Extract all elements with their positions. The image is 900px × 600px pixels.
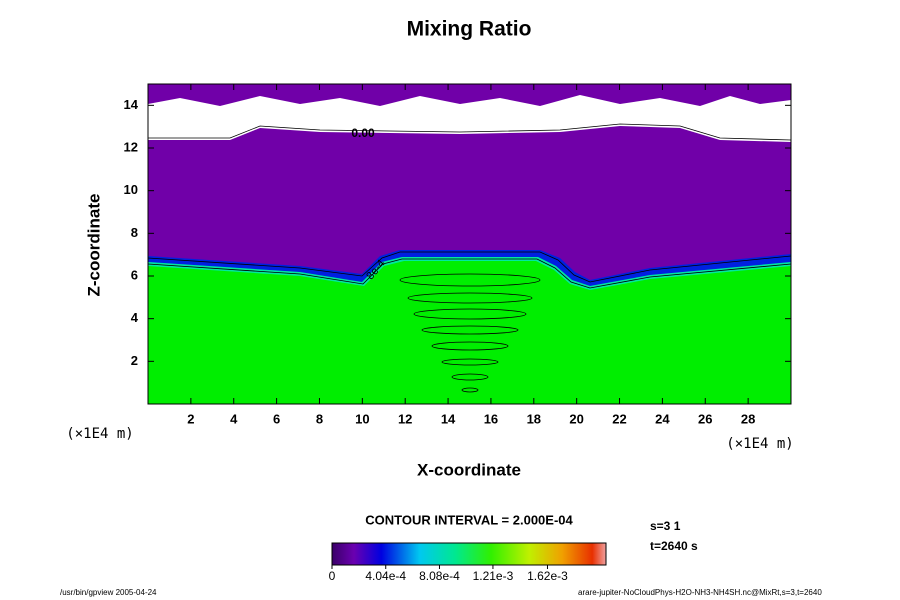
x-tick-label: 24 [655, 411, 670, 426]
x-axis-label: X-coordinate [417, 460, 521, 479]
colorbar-tick-label: 4.04e-4 [365, 569, 406, 583]
x-tick-label: 14 [441, 411, 456, 426]
y-tick-label: 2 [131, 353, 138, 368]
step-label: s=3 1 [650, 519, 681, 533]
x-tick-label: 8 [316, 411, 323, 426]
x-tick-label: 12 [398, 411, 412, 426]
y-axis-label: Z-coordinate [84, 194, 103, 297]
y-tick-label: 4 [131, 310, 139, 325]
x-tick-label: 18 [527, 411, 541, 426]
x-tick-label: 4 [230, 411, 238, 426]
colorbar [331, 542, 607, 566]
y-tick-label: 14 [124, 97, 139, 112]
footer-left: /usr/bin/gpview 2005-04-24 [60, 588, 157, 597]
x-tick-label: 6 [273, 411, 280, 426]
chart-title: Mixing Ratio [407, 18, 532, 41]
x-tick-label: 2 [187, 411, 194, 426]
x-tick-label: 10 [355, 411, 369, 426]
y-tick-label: 10 [124, 182, 138, 197]
y-unit: (×1E4 m) [66, 426, 133, 442]
plot-frame [147, 83, 792, 405]
y-tick-label: 6 [131, 267, 138, 282]
colorbar-tick-label: 0 [329, 569, 336, 583]
contour-label: 0.00 [351, 126, 375, 140]
x-tick-label: 16 [484, 411, 498, 426]
colorbar-tick-label: 8.08e-4 [419, 569, 460, 583]
x-tick-label: 20 [569, 411, 583, 426]
time-label: t=2640 s [650, 539, 698, 553]
y-tick-label: 12 [124, 139, 138, 154]
colorbar-tick-label: 1.21e-3 [473, 569, 514, 583]
y-tick-label: 8 [131, 225, 138, 240]
contour-interval: CONTOUR INTERVAL = 2.000E-04 [365, 512, 573, 527]
footer-right: arare-jupiter-NoCloudPhys-H2O-NH3-NH4SH.… [578, 588, 822, 597]
x-tick-label: 28 [741, 411, 755, 426]
x-tick-label: 22 [612, 411, 626, 426]
colorbar-tick-label: 1.62e-3 [527, 569, 568, 583]
field [148, 84, 791, 404]
x-unit: (×1E4 m) [726, 436, 793, 452]
x-tick-label: 26 [698, 411, 712, 426]
